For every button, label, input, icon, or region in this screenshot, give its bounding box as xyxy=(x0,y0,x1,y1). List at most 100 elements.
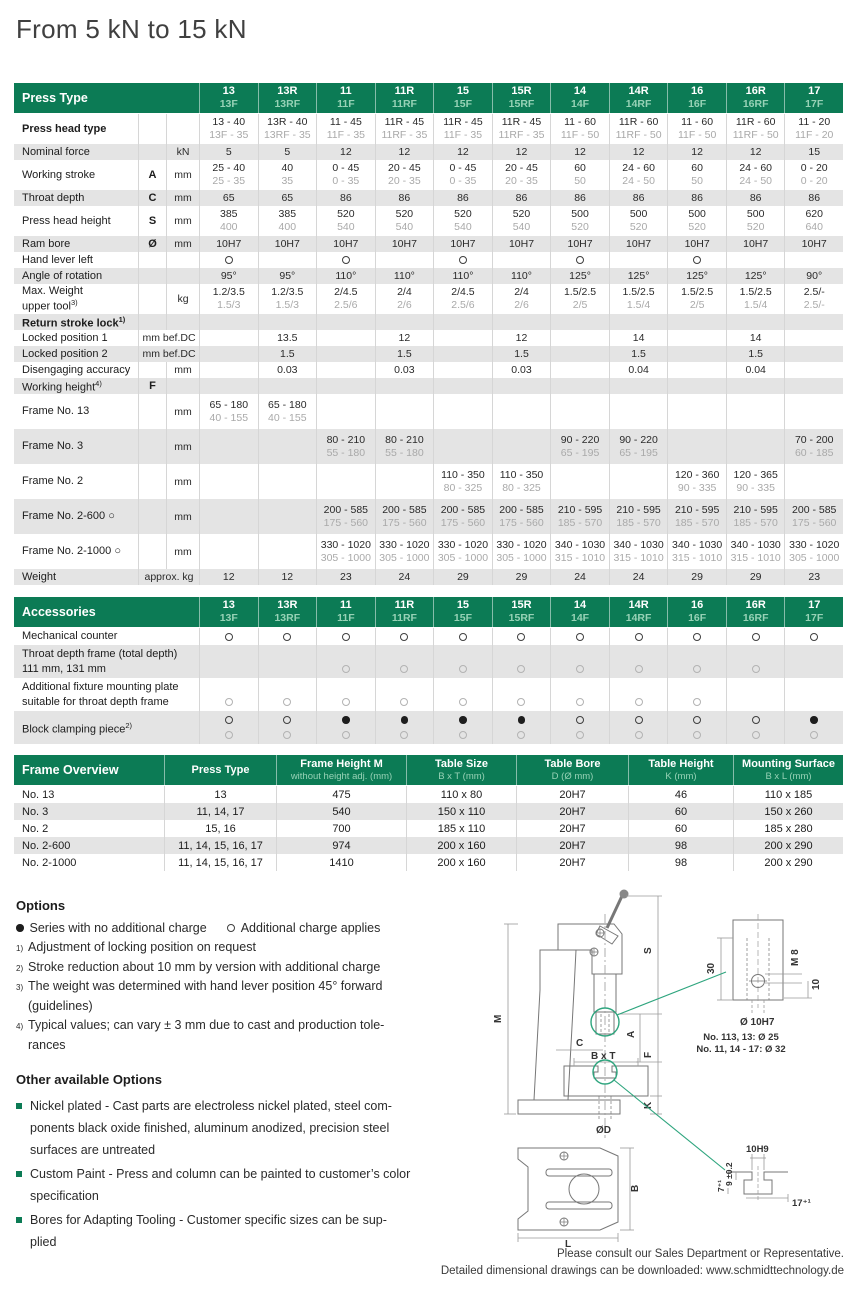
value-main: 25 - 40 xyxy=(212,162,246,174)
value-f-version: 315 - 1010 xyxy=(730,551,781,564)
data-cell xyxy=(433,394,492,429)
data-cell: 95° xyxy=(199,268,258,284)
table-row: No. 2-1000 11, 14, 15, 16, 17 1410 200 x 16… xyxy=(14,854,843,871)
data-cell: 86 xyxy=(433,190,492,206)
value-main: 95° xyxy=(220,269,237,282)
circle-symbol xyxy=(226,924,235,932)
data-cell xyxy=(608,678,668,711)
press-type-code: 14R xyxy=(628,85,649,97)
data-cell xyxy=(784,314,843,331)
row-label: Ram bore xyxy=(22,237,71,250)
value-main: 24 xyxy=(398,570,411,583)
data-cell xyxy=(199,678,258,711)
data-cell xyxy=(316,394,375,429)
row-unit: mm xyxy=(166,429,199,464)
filled-circle-symbol xyxy=(459,716,467,724)
data-cell: 11, 14, 15, 16, 17 xyxy=(164,854,276,871)
value-main: 29 xyxy=(457,570,469,583)
symbol-line xyxy=(576,728,585,743)
value-f-version: 400 xyxy=(278,221,297,233)
data-cell: 340 - 1030 315 - 1010 xyxy=(667,534,726,569)
data-cell: 70 - 200 60 - 185 xyxy=(784,429,843,464)
value-main: 11 - 60 xyxy=(564,116,596,128)
gray-circle-symbol xyxy=(693,665,702,673)
table-row: Frame No. 2-600 ○ mm 200 - 585 175 - 560 200… xyxy=(14,499,843,534)
data-cell: 20H7 xyxy=(516,786,628,803)
column-header-17: 17 17F xyxy=(784,597,843,627)
row-label: Return stroke lock1) xyxy=(22,315,126,330)
press-type-code: 11 xyxy=(340,599,352,611)
data-cell: 110 x 185 xyxy=(733,786,843,803)
gray-circle-symbol xyxy=(458,731,467,739)
value-f-version: 55 - 180 xyxy=(326,446,366,459)
value-main: 0 - 45 xyxy=(332,162,360,174)
value-main: 12 xyxy=(398,145,411,158)
value-f-version: 540 xyxy=(454,221,472,233)
value-main: 12 xyxy=(281,570,294,583)
data-cell: 475 xyxy=(276,786,406,803)
row-letter xyxy=(138,284,166,314)
value-f-version: 175 - 560 xyxy=(499,516,544,529)
press-type-code-f: 16RF xyxy=(742,612,769,624)
row-unit: mm xyxy=(166,160,199,190)
slot-highlight-circle xyxy=(592,1059,618,1085)
value-f-version: 1.5/3 xyxy=(275,299,299,311)
gray-circle-symbol xyxy=(283,731,292,739)
value-main: 14 xyxy=(749,331,762,344)
value-main: 0.04 xyxy=(628,363,649,376)
data-cell: 90° xyxy=(784,268,843,284)
value-main: 29 xyxy=(749,570,762,583)
value-main: 500 xyxy=(629,208,648,220)
data-cell xyxy=(316,378,375,395)
column-header-14: 14 14F xyxy=(550,597,609,627)
row-label: Locked position 2 xyxy=(22,347,108,360)
frame-name: No. 2 xyxy=(22,822,49,835)
list-item: Custom Paint - Press and column can be p… xyxy=(16,1163,488,1207)
press-type-code: 13R xyxy=(277,85,298,97)
data-cell xyxy=(667,252,726,268)
circle-symbol xyxy=(634,632,643,641)
data-cell: 11R - 45 11F - 35 xyxy=(433,114,492,144)
ram-highlight-circle xyxy=(590,1007,620,1037)
data-cell xyxy=(550,645,609,678)
gray-circle-symbol xyxy=(810,731,819,739)
gray-circle-symbol xyxy=(341,731,350,739)
ram-detail-dim-10: 10 xyxy=(811,978,822,990)
value-main: 10H7 xyxy=(626,237,652,250)
circle-symbol xyxy=(693,716,702,724)
gray-circle-symbol xyxy=(283,698,292,706)
row-unit xyxy=(166,252,199,268)
symbol-line xyxy=(634,662,643,677)
value-f-version: 1.5/4 xyxy=(744,299,768,311)
value-main: 86 xyxy=(340,191,352,204)
circle-symbol xyxy=(693,256,702,264)
value-f-version: 20 - 35 xyxy=(505,175,538,187)
data-cell xyxy=(257,464,317,499)
data-cell: 1.5/2.5 1.5/4 xyxy=(725,284,785,314)
symbol-line xyxy=(459,713,467,728)
data-cell: 0.04 xyxy=(608,362,668,378)
data-cell: 10H7 xyxy=(725,236,785,252)
data-cell xyxy=(374,252,434,268)
press-table-side xyxy=(563,1065,649,1097)
value-main: 13R - 40 xyxy=(267,116,308,128)
data-cell: 86 xyxy=(608,190,668,206)
column-header-line1: Table Bore xyxy=(544,758,601,770)
press-type-code-f: 14RF xyxy=(625,612,652,624)
table-row: Frame No. 2-1000 ○ mm 330 - 1020 305 - 1000… xyxy=(14,534,843,569)
data-cell xyxy=(784,362,843,378)
row-unit: approx. kg xyxy=(138,569,199,585)
symbol-line xyxy=(458,728,467,743)
data-cell: 11 - 45 11F - 35 xyxy=(316,114,375,144)
value-main: 1.5 xyxy=(748,347,763,360)
value-main: 1.5/2.5 xyxy=(622,286,655,298)
value-main: 86 xyxy=(515,191,528,204)
table-row: No. 2-600 11, 14, 15, 16, 17 974 200 x 160 2… xyxy=(14,837,843,854)
data-cell: 25 - 40 25 - 35 xyxy=(199,160,258,190)
data-cell: 0.04 xyxy=(725,362,785,378)
filled-circle-symbol xyxy=(342,716,350,724)
data-cell: 29 xyxy=(433,569,492,585)
frame-name: No. 3 xyxy=(22,805,49,818)
data-cell: 80 - 210 55 - 180 xyxy=(374,429,434,464)
column-header-line2: D (Ø mm) xyxy=(551,771,594,782)
